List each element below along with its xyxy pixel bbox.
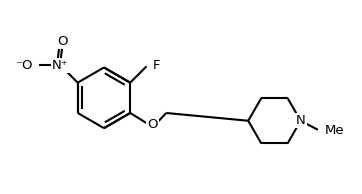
Text: O: O — [147, 118, 157, 131]
Text: N: N — [296, 114, 306, 127]
Text: O: O — [57, 35, 67, 48]
Text: ⁻O: ⁻O — [15, 59, 32, 72]
Text: F: F — [153, 59, 160, 72]
Text: Me: Me — [325, 124, 344, 137]
Text: N⁺: N⁺ — [52, 59, 69, 72]
